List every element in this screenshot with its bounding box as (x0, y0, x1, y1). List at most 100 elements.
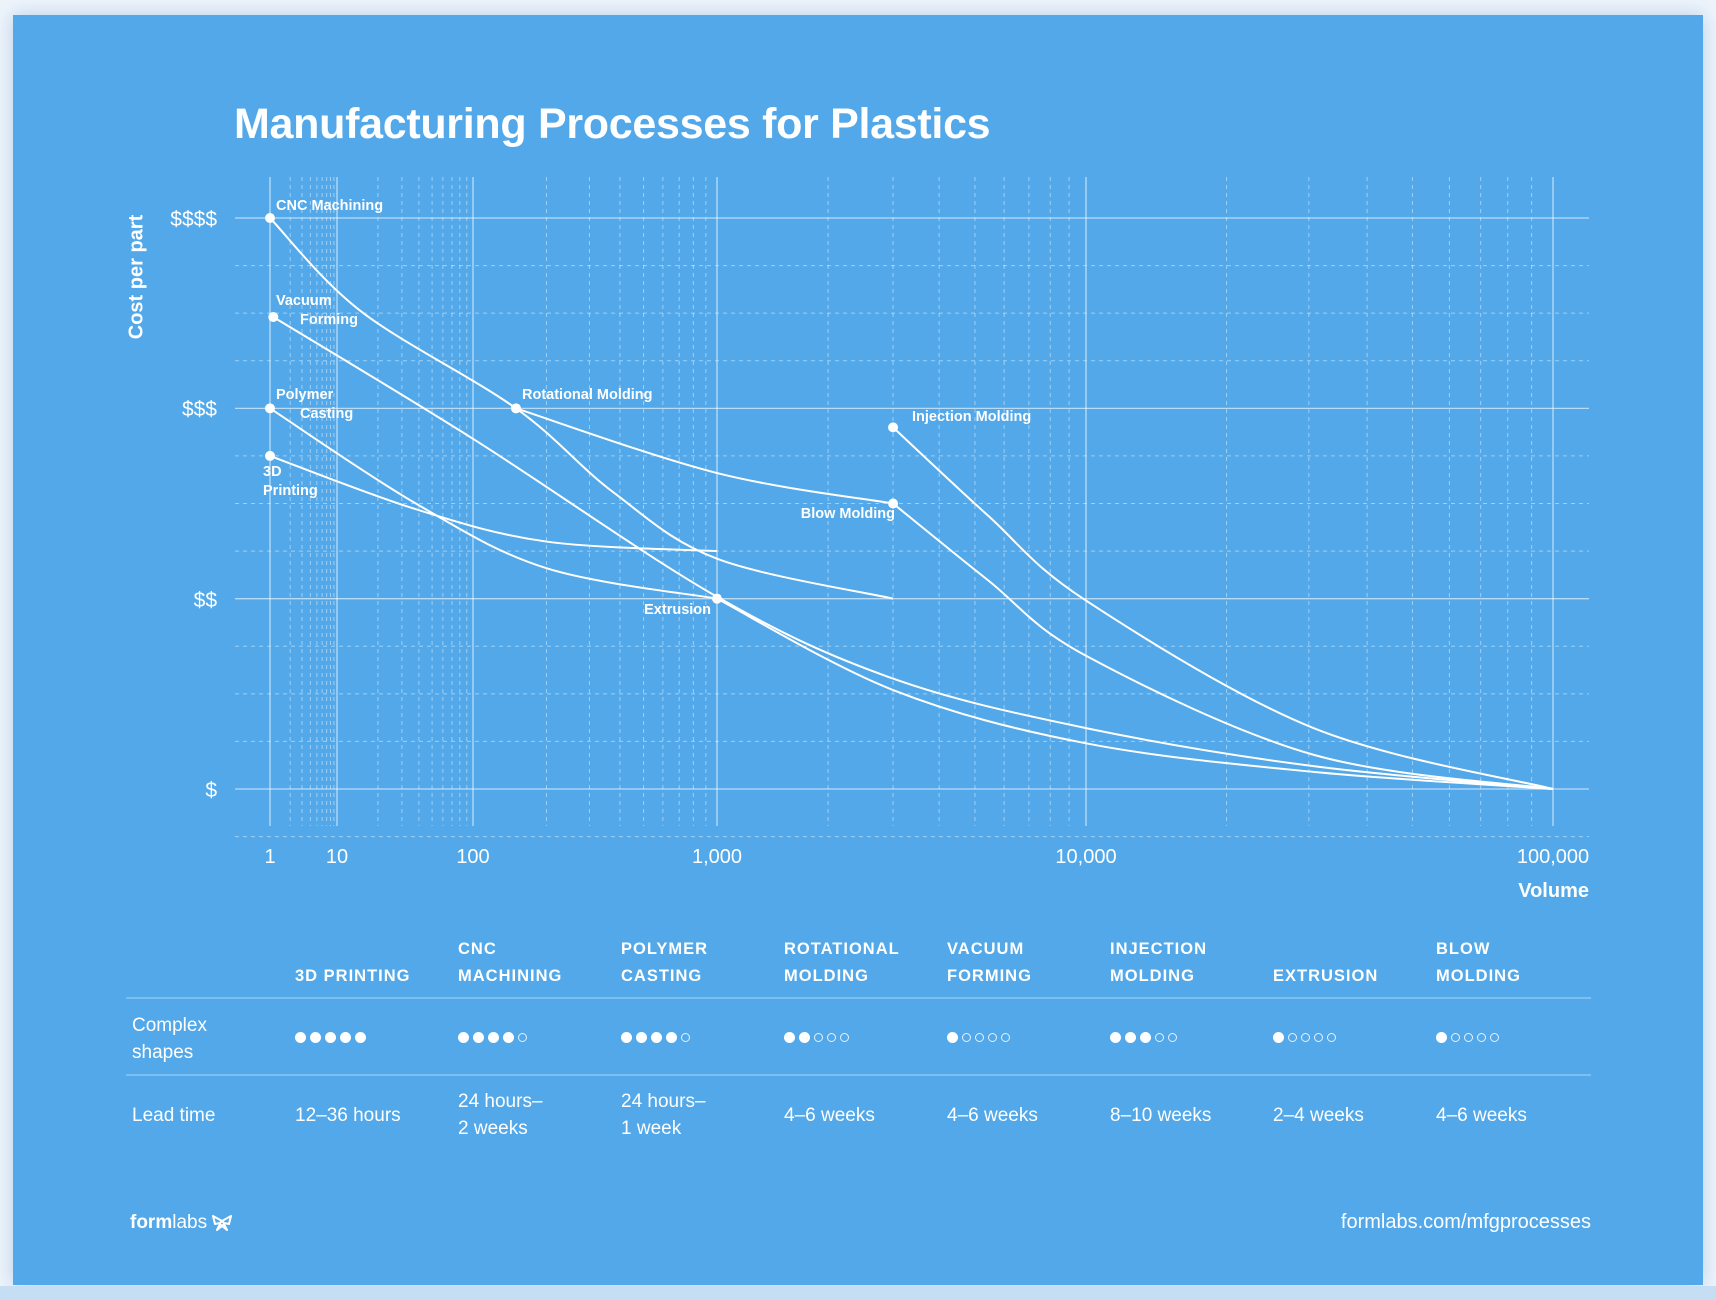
annotation-label: 3D Printing (263, 463, 318, 501)
y-tick-label: $ (205, 779, 217, 802)
column-header: EXTRUSION (1273, 936, 1433, 990)
empty-dot-icon (1001, 1033, 1010, 1042)
column-header-line: CNC (458, 940, 497, 958)
footer-url-link[interactable]: formlabs.com/mfgprocesses (1340, 1211, 1591, 1233)
filled-dot-icon (310, 1032, 321, 1043)
row-label-line: shapes (132, 1042, 194, 1063)
filled-dot-icon (1110, 1032, 1121, 1043)
empty-dot-icon (518, 1033, 527, 1042)
data-point-marker (265, 403, 275, 414)
complexity-rating (1273, 1032, 1336, 1043)
column-header-line: INJECTION (1110, 940, 1208, 958)
row-label-complex-shapes: Complex shapes (132, 1012, 282, 1066)
annotation-label: Vacuum Forming (276, 292, 358, 330)
lead-time-cell: 24 hours– 2 weeks (458, 1088, 618, 1142)
chart-title: Manufacturing Processes for Plastics (234, 100, 991, 148)
annotation-line: CNC Machining (276, 198, 384, 214)
infographic-card (13, 15, 1703, 1285)
annotation-line: Rotational Molding (522, 387, 653, 403)
filled-dot-icon (1140, 1032, 1151, 1043)
cell-line: 8–10 weeks (1110, 1105, 1212, 1126)
column-header: ROTATIONAL MOLDING (784, 936, 944, 990)
empty-dot-icon (962, 1033, 971, 1042)
column-header-line: MOLDING (784, 967, 869, 985)
process-curve (515, 407, 894, 505)
empty-dot-icon (1490, 1033, 1499, 1042)
y-axis-label: Cost per part (125, 214, 148, 340)
annotation-line: Extrusion (644, 602, 711, 618)
process-curve (269, 407, 718, 600)
data-point-marker (268, 311, 279, 322)
row-label-lead-time: Lead time (132, 1102, 282, 1129)
empty-dot-icon (988, 1033, 997, 1042)
column-header: POLYMER CASTING (621, 936, 781, 990)
annotation-label: Injection Molding (912, 408, 1031, 427)
annotation-line: Injection Molding (912, 409, 1032, 425)
filled-dot-icon (947, 1032, 958, 1043)
process-curve (716, 597, 1554, 790)
annotation-label: Rotational Molding (522, 386, 652, 405)
filled-dot-icon (340, 1032, 351, 1043)
column-header-line: VACUUM (947, 940, 1025, 958)
empty-dot-icon (1155, 1033, 1164, 1042)
empty-dot-icon (1451, 1033, 1460, 1042)
data-point-marker (265, 213, 275, 224)
annotation-line: Vacuum (276, 293, 332, 309)
row-label-line: Complex (132, 1015, 207, 1036)
column-header-line: ROTATIONAL (784, 940, 900, 958)
annotation-line: 3D (263, 464, 282, 480)
lead-time-cell: 24 hours– 1 week (621, 1088, 781, 1142)
filled-dot-icon (799, 1032, 810, 1043)
annotation-label: Polymer Casting (276, 386, 353, 424)
y-tick-label: $$$$ (170, 208, 217, 231)
column-header-line (1273, 936, 1433, 963)
lead-time-cell: 4–6 weeks (1436, 1102, 1596, 1129)
y-tick-label: $$ (193, 588, 217, 612)
column-header: CNC MACHINING (458, 936, 618, 990)
process-curve (892, 502, 1554, 790)
column-header-line: CASTING (621, 967, 703, 985)
column-header-line: 3D PRINTING (295, 967, 411, 985)
logo-wordmark: formlabs (130, 1212, 208, 1233)
data-point-marker (265, 450, 275, 461)
lead-time-cell: 4–6 weeks (784, 1102, 944, 1129)
filled-dot-icon (473, 1032, 484, 1043)
page-bottom-strip (0, 1286, 1716, 1300)
empty-dot-icon (975, 1033, 984, 1042)
lead-time-cell: 2–4 weeks (1273, 1102, 1433, 1129)
annotation-label: CNC Machining (276, 197, 383, 216)
x-axis-label: Volume (1518, 880, 1589, 902)
data-point-marker (510, 403, 521, 414)
lead-time-cell: 4–6 weeks (947, 1102, 1107, 1129)
x-tick-label: 100 (456, 846, 490, 868)
filled-dot-icon (666, 1032, 677, 1043)
column-header-line (295, 936, 455, 963)
x-tick-label: 10,000 (1055, 846, 1117, 868)
cell-line: 24 hours– (621, 1091, 706, 1112)
empty-dot-icon (1288, 1033, 1297, 1042)
empty-dot-icon (827, 1033, 836, 1042)
empty-dot-icon (681, 1033, 690, 1042)
lead-time-cell: 8–10 weeks (1110, 1102, 1270, 1129)
cell-line: 12–36 hours (295, 1105, 401, 1126)
formlabs-logo[interactable]: formlabs (130, 1212, 233, 1234)
column-header: BLOW MOLDING (1436, 936, 1596, 990)
annotation-line: Forming (300, 312, 358, 328)
annotation-line: Printing (263, 483, 318, 499)
complexity-rating (1436, 1032, 1499, 1043)
filled-dot-icon (295, 1032, 306, 1043)
empty-dot-icon (1464, 1033, 1473, 1042)
column-header-line: EXTRUSION (1273, 967, 1379, 985)
cell-line: 4–6 weeks (947, 1105, 1038, 1126)
column-header-line: MOLDING (1110, 967, 1195, 985)
filled-dot-icon (355, 1032, 366, 1043)
empty-dot-icon (1314, 1033, 1323, 1042)
process-curve (269, 217, 894, 600)
table-row-divider (126, 1074, 1591, 1076)
column-header-line: MOLDING (1436, 967, 1521, 985)
column-header-line: FORMING (947, 967, 1032, 985)
process-curve (272, 316, 1554, 790)
complexity-rating (1110, 1032, 1177, 1043)
butterfly-icon (212, 1215, 233, 1231)
